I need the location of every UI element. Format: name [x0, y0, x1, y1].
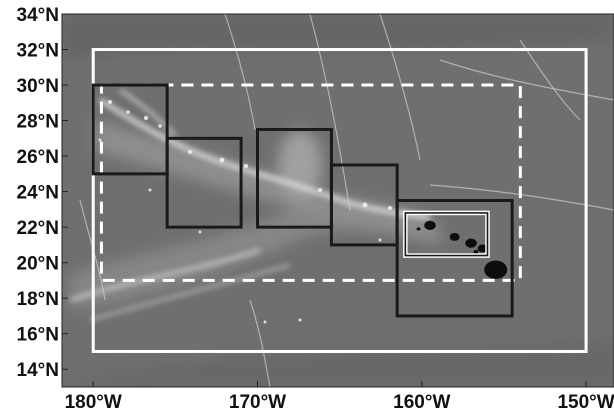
y-tick-label: 16°N [17, 325, 59, 346]
y-tick-label: 14°N [17, 360, 59, 381]
region-box-6 [404, 212, 489, 257]
y-tick-label: 32°N [17, 41, 59, 62]
y-tick-label: 26°N [17, 147, 59, 168]
island-6 [416, 227, 421, 231]
island-7 [473, 250, 479, 254]
map-frame [61, 13, 614, 388]
x-tick-label: 160°W [393, 392, 450, 413]
y-tick-label: 18°N [17, 289, 59, 310]
y-tick-label: 30°N [17, 76, 59, 97]
y-tick-label: 20°N [17, 254, 59, 275]
region-box-1 [91, 83, 169, 176]
hawaiian-islands [416, 220, 508, 279]
x-tick-label: 170°W [229, 392, 286, 413]
region-box-5 [395, 199, 514, 318]
island-4 [477, 244, 488, 253]
island-5 [484, 260, 508, 279]
y-tick-label: 22°N [17, 218, 59, 239]
x-tick-label: 180°W [65, 392, 122, 413]
x-tick-label: 150°W [557, 392, 614, 413]
region-inner-domain [99, 83, 522, 282]
island-3 [465, 238, 477, 248]
y-tick-label: 28°N [17, 112, 59, 133]
region-boxes [91, 48, 588, 353]
y-tick-label: 34°N [17, 5, 59, 26]
island-2 [449, 232, 460, 241]
region-outer-domain [91, 48, 588, 353]
y-tick-label: 24°N [17, 183, 59, 204]
region-box-2 [165, 136, 243, 229]
map-plot-area [62, 14, 614, 387]
axes: 34°N 32°N 30°N 28°N 26°N 24°N 22°N 20°N 18°N 16°N… [17, 5, 614, 413]
island-1 [424, 220, 436, 230]
